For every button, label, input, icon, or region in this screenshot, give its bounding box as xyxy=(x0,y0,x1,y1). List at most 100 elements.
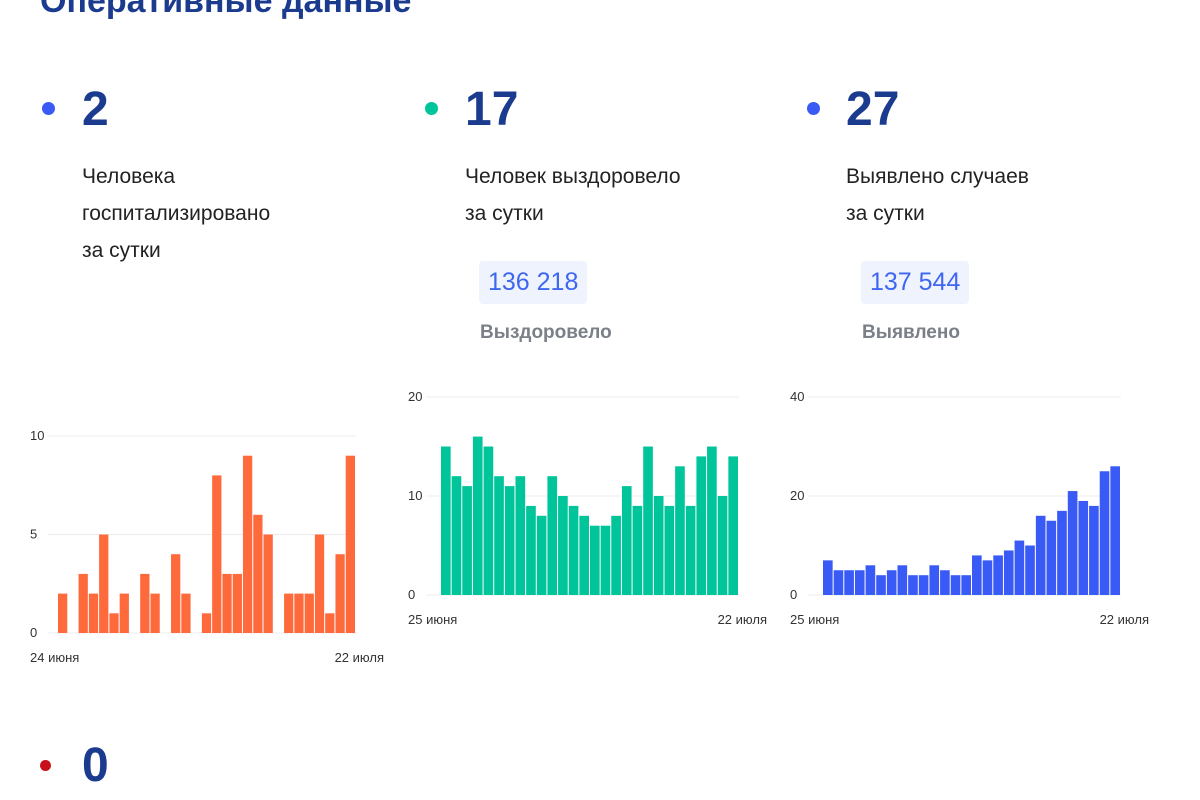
bar xyxy=(717,496,728,595)
bar xyxy=(1089,505,1099,595)
y-tick-label: 0 xyxy=(30,625,37,640)
recovered-value: 17 xyxy=(465,83,519,136)
bar xyxy=(1099,471,1110,595)
bar xyxy=(1035,515,1046,595)
bar xyxy=(611,515,621,595)
bar xyxy=(140,573,150,633)
bar xyxy=(1046,520,1057,595)
recovered-total-label: Выздоровело xyxy=(480,322,612,343)
bar xyxy=(844,570,854,595)
bar xyxy=(150,593,160,633)
dot-icon xyxy=(40,760,51,771)
bar xyxy=(58,593,68,633)
y-tick-label: 0 xyxy=(790,587,797,602)
bar xyxy=(696,456,707,595)
bar xyxy=(823,560,833,595)
bar xyxy=(109,613,119,633)
bar xyxy=(201,613,212,633)
cases-total-label: Выявлено xyxy=(862,322,960,343)
x-end-label: 22 июля xyxy=(335,650,384,665)
bar xyxy=(325,613,335,633)
bar xyxy=(304,593,314,633)
bar xyxy=(876,575,886,595)
bar xyxy=(441,446,451,595)
y-tick-label: 40 xyxy=(790,389,804,404)
bar xyxy=(119,593,129,633)
bar xyxy=(472,436,483,595)
bar xyxy=(600,525,611,595)
recovered-label: Человек выздоровело за сутки xyxy=(465,158,681,232)
label-line: за сутки xyxy=(465,202,544,225)
bar xyxy=(504,486,515,595)
hospitalized-value: 2 xyxy=(82,83,109,136)
bar xyxy=(579,515,589,595)
recovered-chart: 0 10 20 25 июня 22 июля xyxy=(408,389,767,627)
label-line: за сутки xyxy=(82,239,161,262)
bar xyxy=(993,555,1003,595)
bar xyxy=(1025,545,1035,595)
bar xyxy=(536,515,547,595)
bar xyxy=(961,575,971,595)
label-line: госпитализировано xyxy=(82,202,271,225)
bar xyxy=(99,534,109,633)
bar xyxy=(451,476,462,595)
bar xyxy=(568,505,579,595)
bar xyxy=(653,496,664,595)
label-line: Человек выздоровело xyxy=(465,165,681,188)
bar xyxy=(590,525,600,595)
bar xyxy=(171,554,181,633)
bar xyxy=(685,505,696,595)
cases-chart: 0 20 40 25 июня 22 июля xyxy=(790,389,1149,627)
bar xyxy=(908,575,918,595)
y-tick-label: 10 xyxy=(30,428,44,443)
bar xyxy=(950,575,961,595)
hospitalized-label: Человека госпитализировано за сутки xyxy=(82,158,270,269)
bar xyxy=(854,570,865,595)
bar xyxy=(558,496,568,595)
dot-icon xyxy=(807,102,820,115)
bar xyxy=(632,505,643,595)
cases-label: Выявлено случаев за сутки xyxy=(846,158,1029,232)
deaths-value: 0 xyxy=(82,739,109,792)
y-tick-label: 0 xyxy=(408,587,415,602)
bar xyxy=(833,570,844,595)
x-end-label: 22 июля xyxy=(718,612,767,627)
bar xyxy=(212,475,222,633)
bar xyxy=(643,446,653,595)
bar xyxy=(462,486,472,595)
bar xyxy=(232,573,242,633)
bar xyxy=(1014,540,1025,595)
bar xyxy=(88,593,99,633)
bar xyxy=(483,446,494,595)
bar xyxy=(494,476,504,595)
label-line: за сутки xyxy=(846,202,925,225)
dot-icon xyxy=(42,102,55,115)
y-tick-label: 20 xyxy=(790,488,804,503)
y-tick-label: 5 xyxy=(30,527,37,542)
bar xyxy=(972,555,982,595)
bar xyxy=(1110,466,1120,595)
bar xyxy=(314,534,325,633)
dot-icon xyxy=(425,102,438,115)
bar xyxy=(181,593,191,633)
bar xyxy=(728,456,738,595)
bar xyxy=(1057,510,1067,595)
bar xyxy=(918,575,929,595)
bar xyxy=(886,570,897,595)
bar xyxy=(284,593,294,633)
bar xyxy=(222,573,232,633)
hospitalized-chart: 0 5 10 24 июня 22 июля xyxy=(30,428,384,665)
bar xyxy=(294,593,304,633)
bar xyxy=(263,534,273,633)
x-start-label: 25 июня xyxy=(790,612,839,627)
bar xyxy=(345,455,355,633)
recovered-total-badge: 136 218 xyxy=(479,261,588,304)
bar xyxy=(940,570,950,595)
y-tick-label: 10 xyxy=(408,488,422,503)
bar xyxy=(664,505,675,595)
bar xyxy=(78,573,88,633)
bar xyxy=(707,446,717,595)
bar xyxy=(1003,550,1014,595)
bar xyxy=(242,455,253,633)
